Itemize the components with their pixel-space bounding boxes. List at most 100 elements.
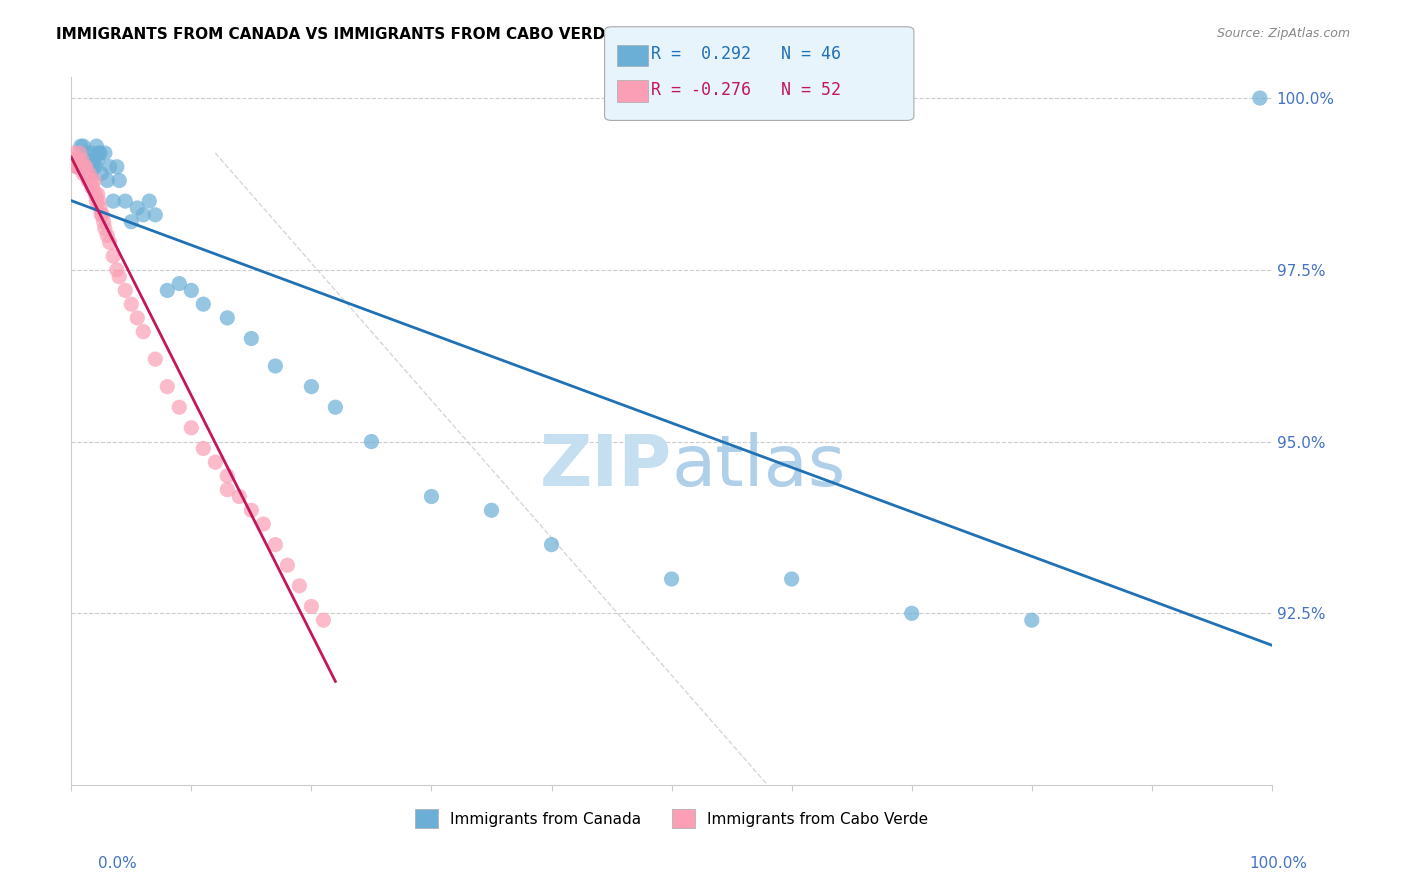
Point [94, 221, 117, 235]
Point [87, 194, 110, 208]
Point [108, 173, 131, 187]
Point [65, 160, 87, 174]
Point [240, 503, 263, 517]
Point [143, 208, 166, 222]
Text: atlas: atlas [672, 432, 846, 501]
Text: IMMIGRANTS FROM CANADA VS IMMIGRANTS FROM CABO VERDE 3RD GRADE CORRELATION CHART: IMMIGRANTS FROM CANADA VS IMMIGRANTS FRO… [56, 27, 908, 42]
Point [75, 146, 97, 161]
Point [228, 490, 250, 504]
Point [105, 262, 128, 277]
Point [264, 538, 287, 552]
Point [325, 401, 347, 415]
Point [86, 194, 108, 208]
Point [105, 160, 128, 174]
Point [70, 139, 93, 153]
Text: R = -0.276   N = 52: R = -0.276 N = 52 [651, 81, 841, 99]
Point [217, 469, 239, 483]
Text: ZIP: ZIP [540, 432, 672, 501]
Point [204, 455, 226, 469]
Point [264, 359, 287, 373]
Point [76, 153, 98, 167]
Point [156, 284, 179, 298]
Point [127, 201, 149, 215]
Point [252, 516, 274, 531]
Point [75, 160, 97, 174]
Point [79, 173, 101, 187]
Point [70, 160, 93, 174]
Point [72, 167, 94, 181]
Point [62, 146, 84, 161]
Point [360, 434, 382, 449]
Point [86, 187, 108, 202]
Point [114, 194, 136, 208]
Point [69, 146, 91, 161]
Point [82, 160, 104, 174]
Point [540, 538, 562, 552]
Text: R =  0.292   N = 46: R = 0.292 N = 46 [651, 45, 841, 63]
Text: Source: ZipAtlas.com: Source: ZipAtlas.com [1216, 27, 1350, 40]
Point [67, 153, 90, 167]
Point [132, 325, 155, 339]
Point [180, 421, 202, 435]
Point [80, 180, 103, 194]
Point [132, 208, 155, 222]
Point [77, 173, 100, 187]
Point [138, 194, 160, 208]
Point [114, 284, 136, 298]
Point [83, 153, 105, 167]
Point [90, 208, 112, 222]
Point [86, 153, 108, 167]
Point [288, 579, 311, 593]
Point [481, 503, 503, 517]
Point [312, 613, 335, 627]
Point [240, 332, 263, 346]
Point [420, 490, 443, 504]
Legend: Immigrants from Canada, Immigrants from Cabo Verde: Immigrants from Canada, Immigrants from … [409, 803, 934, 834]
Point [156, 379, 179, 393]
Point [169, 277, 191, 291]
Point [661, 572, 683, 586]
Point [83, 173, 105, 187]
Point [299, 379, 322, 393]
Point [66, 160, 89, 174]
Point [96, 173, 118, 187]
Point [70, 153, 93, 167]
Point [143, 352, 166, 367]
Point [180, 284, 202, 298]
Point [1249, 91, 1271, 105]
Point [127, 310, 149, 325]
Point [90, 167, 112, 181]
Point [84, 187, 107, 202]
Text: 0.0%: 0.0% [98, 856, 138, 871]
Point [94, 146, 117, 161]
Point [77, 167, 100, 181]
Point [82, 180, 104, 194]
Point [80, 146, 103, 161]
Point [103, 194, 125, 208]
Point [1021, 613, 1043, 627]
Point [72, 139, 94, 153]
Text: 100.0%: 100.0% [1250, 856, 1308, 871]
Point [193, 297, 215, 311]
Point [217, 310, 239, 325]
Point [63, 153, 86, 167]
Point [276, 558, 298, 573]
Point [217, 483, 239, 497]
Point [87, 146, 110, 161]
Point [91, 208, 114, 222]
Point [86, 139, 108, 153]
Point [98, 235, 121, 250]
Point [66, 160, 89, 174]
Point [120, 215, 142, 229]
Point [98, 160, 121, 174]
Point [89, 146, 111, 161]
Point [299, 599, 322, 614]
Point [780, 572, 803, 586]
Point [89, 201, 111, 215]
Point [77, 160, 100, 174]
Point [96, 228, 118, 243]
Point [900, 607, 922, 621]
Point [193, 442, 215, 456]
Point [93, 215, 115, 229]
Point [76, 167, 98, 181]
